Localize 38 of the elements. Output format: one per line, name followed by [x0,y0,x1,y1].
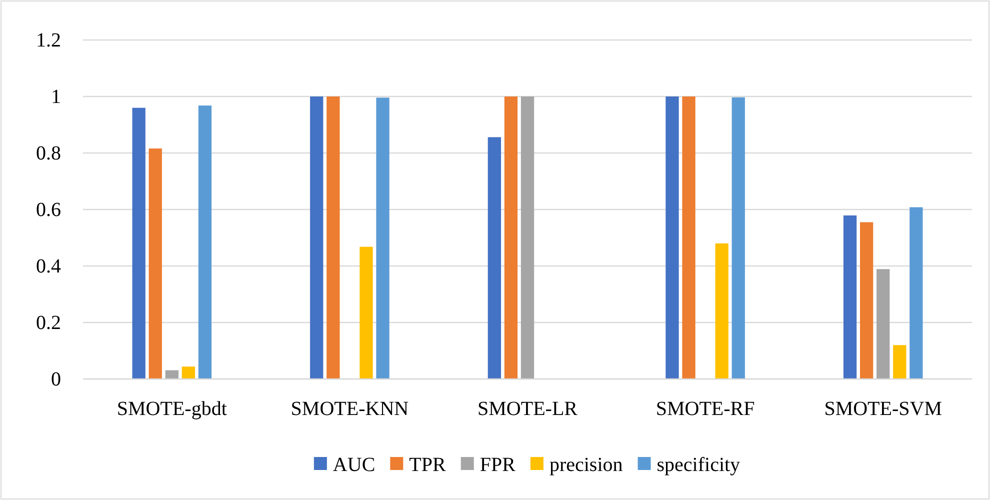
bar [910,207,923,379]
legend-label: FPR [480,454,516,476]
x-tick-label: SMOTE-KNN [290,398,409,420]
bar [715,243,728,379]
legend-label: specificity [656,454,740,476]
bar [182,366,196,379]
bar [148,148,162,379]
legend-label: precision [549,454,623,476]
x-tick-label: SMOTE-SVM [824,398,942,420]
y-tick-label: 0.8 [36,142,61,164]
bar [504,96,518,379]
bar [893,345,906,379]
bar [732,97,745,379]
bar [682,96,696,379]
legend-label: TPR [409,454,447,476]
bar [876,269,890,379]
x-tick-label: SMOTE-gbdt [116,398,228,420]
y-tick-label: 0.4 [36,255,61,278]
legend-label: AUC [332,454,376,476]
y-tick-label: 0 [51,368,61,390]
bar [520,96,534,379]
bar [360,246,373,379]
y-tick-label: 0.2 [36,312,61,334]
y-tick-label: 0.6 [36,198,61,221]
bar [132,108,146,379]
y-tick-label: 1 [51,86,61,108]
x-tick-label: SMOTE-LR [478,398,578,420]
bar [666,96,679,379]
bar [198,106,212,379]
bar [488,137,502,379]
bar [843,215,857,379]
bar [376,98,390,379]
x-tick-label: SMOTE-RF [656,398,755,420]
bar [326,96,340,379]
bar [310,96,324,379]
y-tick-label: 1.2 [36,29,61,52]
bar [860,222,874,379]
bar [165,370,178,379]
